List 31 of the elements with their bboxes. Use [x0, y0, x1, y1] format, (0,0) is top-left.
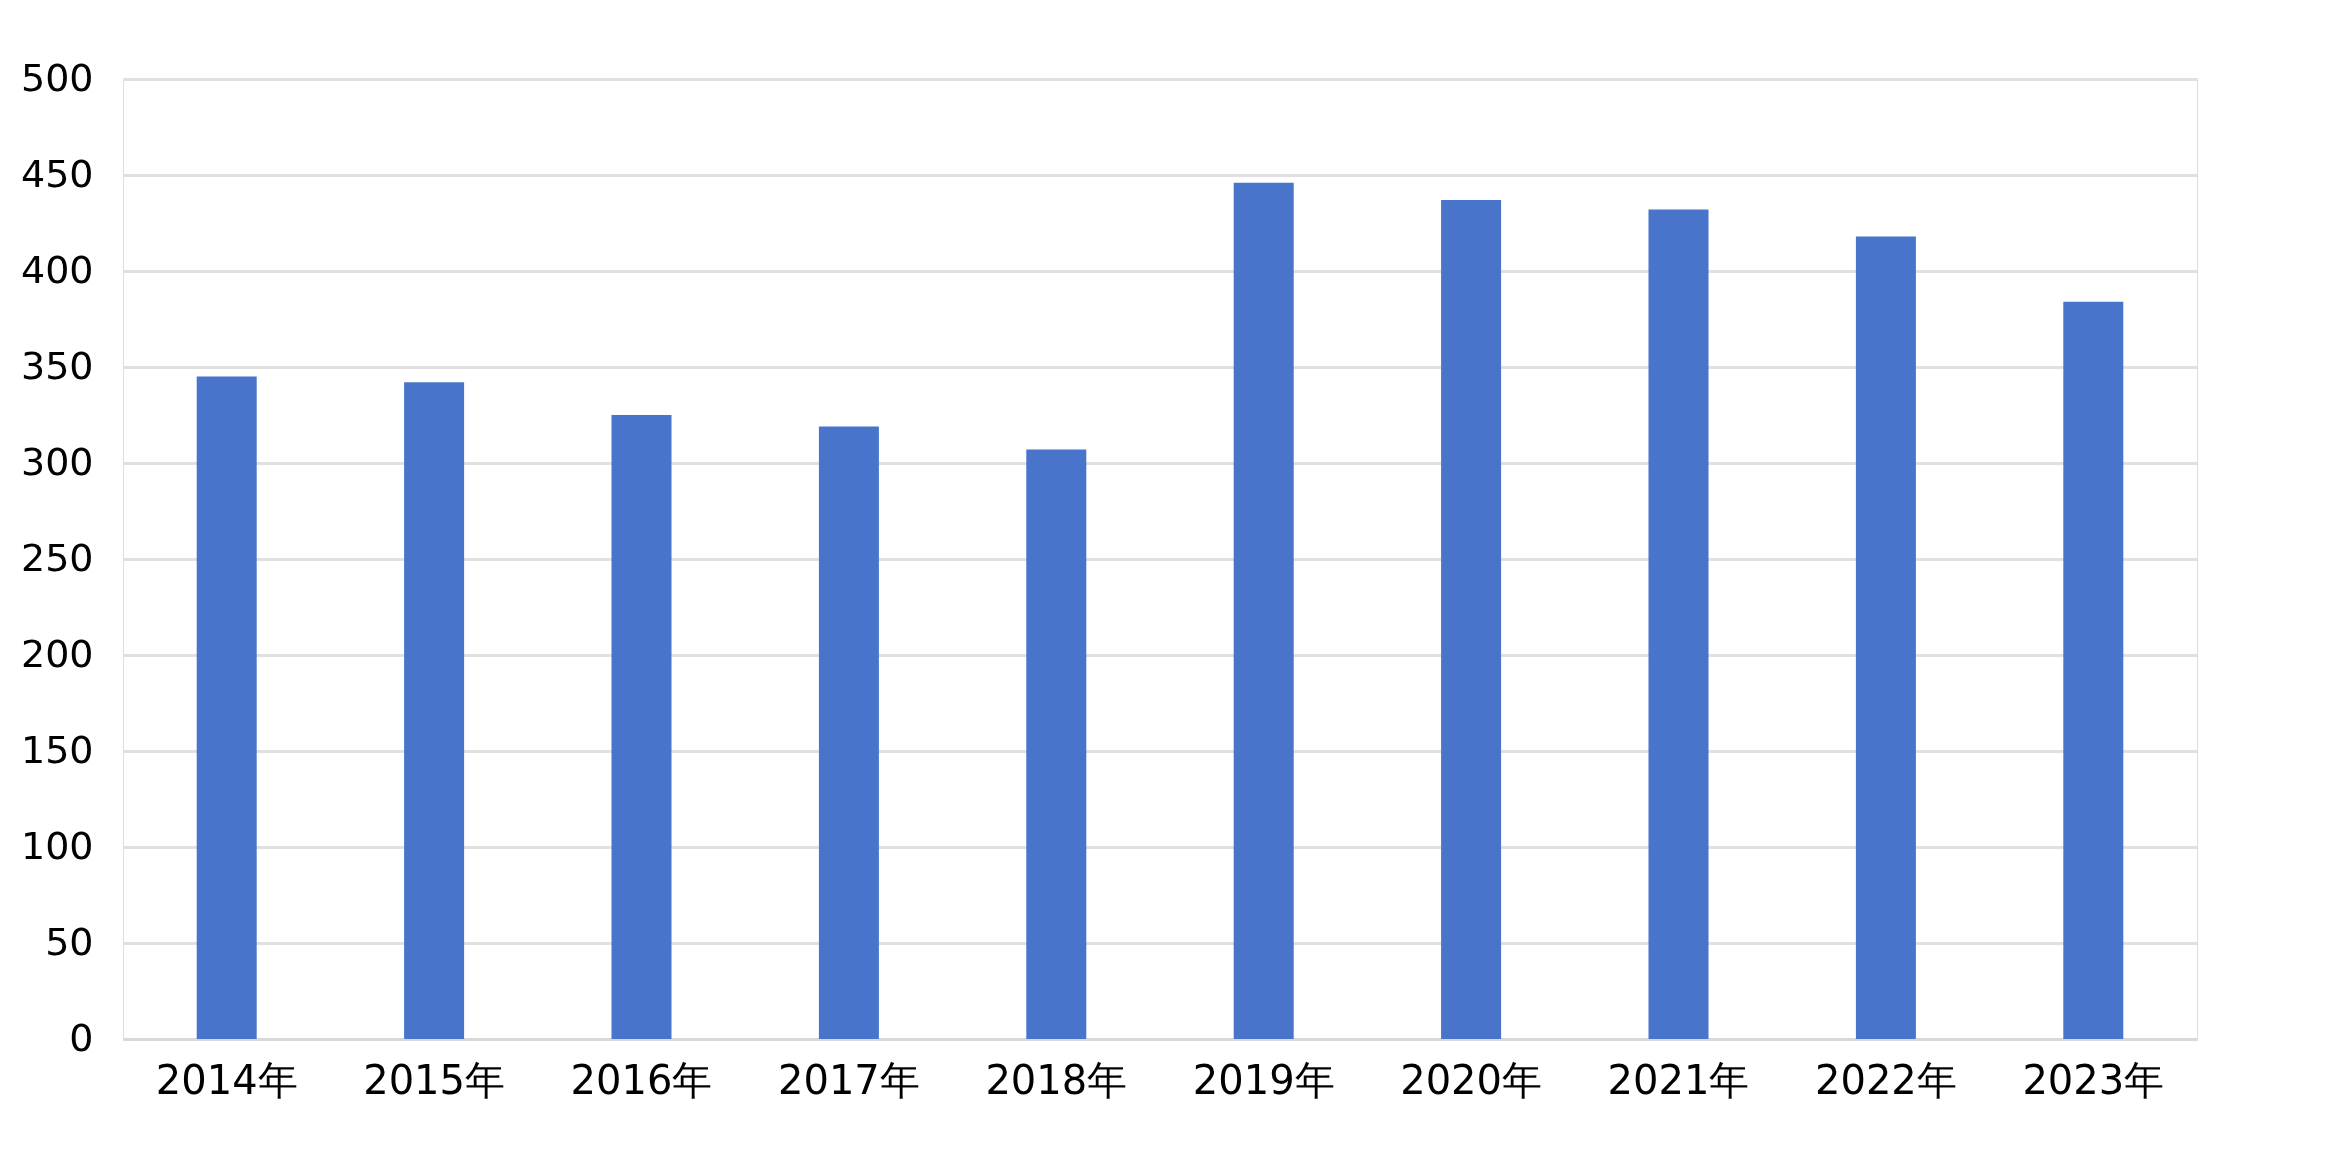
x-tick-label: 2019年: [1192, 1056, 1335, 1103]
x-tick-label: 2015年: [363, 1056, 505, 1103]
bar: [2063, 301, 2124, 1039]
bar: [404, 382, 465, 1039]
y-tick-label: 50: [45, 919, 94, 964]
bar: [1441, 199, 1502, 1039]
y-tick-label: 150: [20, 727, 94, 772]
x-tick-label: 2017年: [778, 1056, 920, 1103]
x-tick-label: 2020年: [1400, 1056, 1542, 1103]
y-tick-label: 300: [20, 439, 94, 484]
y-tick-label: 250: [20, 535, 94, 580]
y-tick-label: 400: [20, 247, 94, 292]
bar: [818, 426, 879, 1039]
x-tick-label: 2023年: [2022, 1056, 2165, 1103]
x-tick-label: 2014年: [155, 1056, 298, 1103]
x-tick-label: 2018年: [985, 1056, 1128, 1103]
bar: [1855, 236, 1916, 1039]
bar: [1233, 182, 1294, 1039]
y-tick-label: 450: [20, 151, 94, 196]
y-tick-label: 100: [20, 823, 94, 868]
x-tick-label: 2016年: [570, 1056, 713, 1103]
y-tick-label: 350: [20, 343, 94, 388]
bar: [1026, 449, 1087, 1039]
bar: [196, 376, 257, 1039]
y-tick-label: 500: [20, 55, 94, 100]
x-tick-label: 2022年: [1815, 1056, 1957, 1103]
y-tick-label: 0: [69, 1015, 94, 1060]
bar: [1648, 209, 1709, 1039]
x-tick-label: 2021年: [1607, 1056, 1750, 1103]
bar: [611, 415, 672, 1039]
y-tick-label: 200: [20, 631, 94, 676]
